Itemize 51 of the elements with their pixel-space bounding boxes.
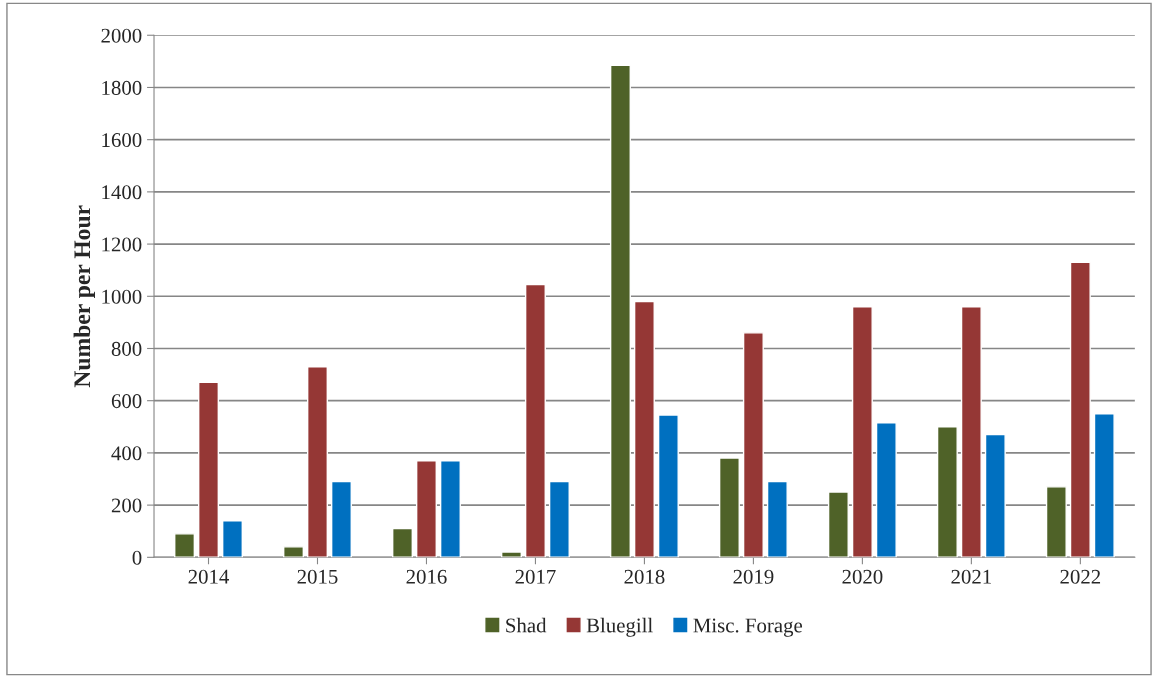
bar xyxy=(936,426,958,558)
bar xyxy=(548,480,570,558)
bar xyxy=(633,300,655,558)
bar xyxy=(984,433,1006,558)
x-tick-label: 2015 xyxy=(297,569,338,584)
x-tick-label: 2021 xyxy=(951,569,991,584)
bar xyxy=(742,332,764,558)
bar xyxy=(609,64,631,558)
y-tick-label: 1400 xyxy=(102,185,142,200)
x-tick-label: 2017 xyxy=(515,569,556,584)
y-tick-label: 2000 xyxy=(101,28,142,43)
x-tick-label: 2014 xyxy=(188,569,230,584)
x-tick-label: 2018 xyxy=(624,569,665,584)
bar xyxy=(174,533,196,558)
legend-label: Shad xyxy=(506,617,547,633)
x-tick-label: 2019 xyxy=(733,569,774,584)
bar xyxy=(1045,486,1067,558)
bar xyxy=(500,551,522,558)
bar xyxy=(439,460,461,558)
y-tick-label: 800 xyxy=(111,341,142,356)
x-tick-label: 2016 xyxy=(406,569,447,584)
x-tick-label: 2020 xyxy=(842,569,883,584)
y-tick-label: 600 xyxy=(111,394,142,409)
y-tick-label: 1600 xyxy=(102,133,142,148)
bar xyxy=(415,460,437,558)
bar xyxy=(875,422,897,558)
bar xyxy=(306,366,328,558)
y-tick-label: 0 xyxy=(132,550,142,565)
bar xyxy=(766,480,788,558)
bar xyxy=(851,306,873,558)
bar xyxy=(330,480,352,558)
bar xyxy=(960,306,982,558)
y-tick-label: 1200 xyxy=(102,237,142,252)
y-tick-label: 1800 xyxy=(102,80,142,95)
y-tick-label: 200 xyxy=(111,498,142,513)
bar xyxy=(718,457,740,558)
bar xyxy=(657,414,679,558)
bar xyxy=(1093,413,1115,558)
y-tick-label: 1000 xyxy=(102,289,142,304)
bar xyxy=(391,527,413,558)
legend-label: Misc. Forage xyxy=(693,618,803,637)
x-tick-label: 2022 xyxy=(1060,569,1101,584)
legend-label: Bluegill xyxy=(586,617,653,637)
bar xyxy=(1069,261,1091,558)
bar xyxy=(283,546,305,558)
bar xyxy=(221,520,243,558)
y-axis-title: Number per Hour xyxy=(73,205,95,388)
bar xyxy=(198,381,220,558)
y-tick-label: 400 xyxy=(111,446,142,461)
bar xyxy=(524,283,546,558)
bar xyxy=(827,491,849,558)
